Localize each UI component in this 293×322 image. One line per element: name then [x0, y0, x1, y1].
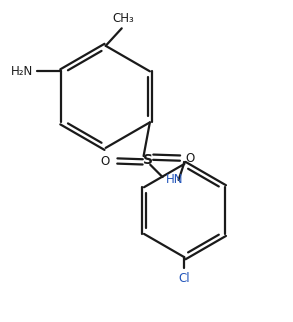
Text: S: S [143, 153, 153, 166]
Text: HN: HN [166, 174, 183, 186]
Text: CH₃: CH₃ [112, 12, 134, 25]
Text: Cl: Cl [179, 272, 190, 285]
Text: O: O [101, 155, 110, 167]
Text: O: O [186, 152, 195, 165]
Text: H₂N: H₂N [11, 65, 33, 78]
